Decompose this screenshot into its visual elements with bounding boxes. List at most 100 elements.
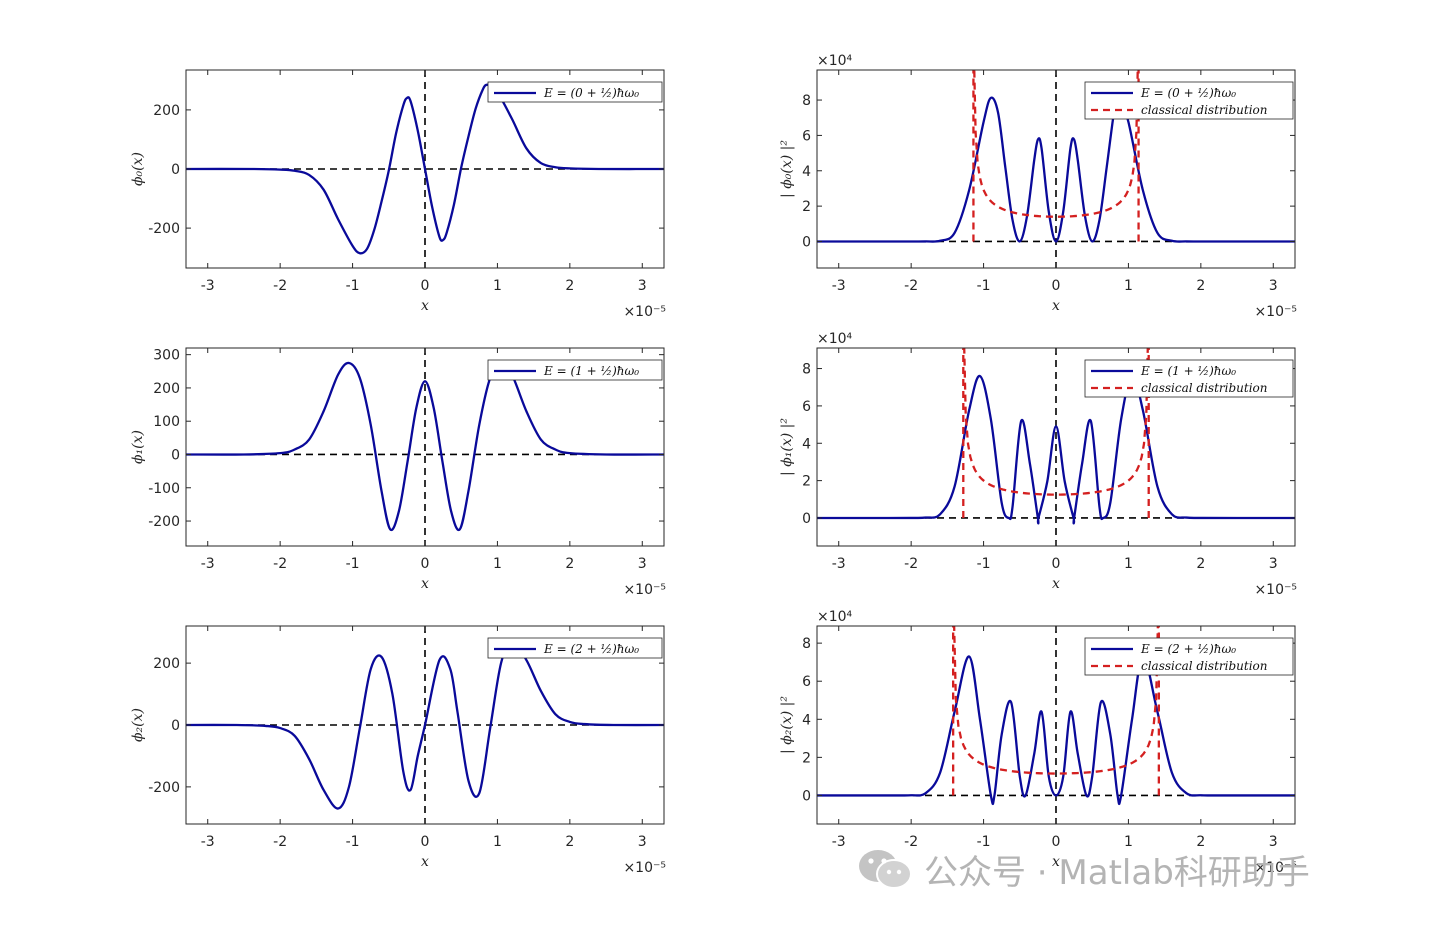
legend-entry: E = (1 + ½)ħω₀ — [1140, 364, 1236, 378]
legend-box — [487, 637, 663, 659]
x-tick-label: -2 — [904, 278, 918, 294]
x-tick-label: 2 — [1196, 556, 1205, 572]
y-tick-label: 8 — [802, 93, 811, 109]
x-multiplier: ×10⁻⁵ — [623, 860, 666, 876]
x-axis-label: x — [1052, 854, 1060, 870]
panel-phi0sq: -3 -2 -1 0 1 2 3 0 2 4 6 8 x | ϕ₀(x) |² ×10⁻⁵ ×10⁴ E = (… — [779, 53, 1297, 320]
x-tick-label: 3 — [1269, 278, 1278, 294]
x-tick-label: -2 — [273, 278, 287, 294]
x-multiplier: ×10⁻⁵ — [1254, 304, 1297, 320]
x-tick-label: 2 — [1196, 278, 1205, 294]
y-tick-label: -200 — [148, 780, 180, 796]
watermark-text: 公众号 · Matlab科研助手 — [924, 852, 1310, 893]
x-tick-label: 3 — [1269, 834, 1278, 850]
x-tick-label: -3 — [201, 556, 215, 572]
y-tick-label: 300 — [153, 348, 180, 364]
legend-entry: E = (2 + ½)ħω₀ — [543, 642, 639, 656]
y-tick-label: 2 — [802, 474, 811, 490]
x-tick-label: 1 — [1124, 834, 1133, 850]
y-tick-label: 0 — [802, 788, 811, 804]
x-axis-label: x — [421, 298, 429, 314]
x-tick-label: 0 — [421, 278, 430, 294]
y-tick-label: 200 — [153, 656, 180, 672]
panel-phi1: -3 -2 -1 0 1 2 3 -200 -100 0 100 200 300 x ϕ₁(x) ×10⁻⁵ E… — [130, 347, 666, 598]
x-tick-label: 3 — [638, 834, 647, 850]
y-tick-label: 0 — [171, 162, 180, 178]
y-axis-label: | ϕ₀(x) |² — [779, 140, 795, 198]
x-tick-label: -1 — [977, 556, 991, 572]
y-tick-label: 4 — [802, 164, 811, 180]
y-multiplier: ×10⁴ — [817, 609, 853, 625]
legend: E = (0 + ½)ħω₀ — [487, 81, 663, 103]
y-axis-label: | ϕ₂(x) |² — [779, 696, 795, 754]
y-tick-label: 0 — [171, 447, 180, 463]
y-tick-label: 4 — [802, 712, 811, 728]
x-tick-label: 3 — [638, 278, 647, 294]
x-tick-label: -2 — [273, 834, 287, 850]
legend-entry: classical distribution — [1141, 659, 1268, 673]
y-tick-label: 100 — [153, 414, 180, 430]
panel-phi2sq: -3 -2 -1 0 1 2 3 0 2 4 6 8 x | ϕ₂(x) |² ×10⁻⁵ ×10⁴ E = (… — [779, 609, 1297, 876]
y-tick-label: 0 — [171, 718, 180, 734]
y-tick-label: 6 — [802, 399, 811, 415]
x-tick-label: 1 — [493, 278, 502, 294]
y-tick-label: -200 — [148, 514, 180, 530]
legend: E = (2 + ½)ħω₀ classical distribution — [1084, 637, 1294, 676]
x-tick-label: -3 — [201, 834, 215, 850]
x-tick-label: -3 — [201, 278, 215, 294]
wave-line-phi0 — [186, 83, 664, 255]
y-tick-label: 8 — [802, 636, 811, 652]
y-tick-label: 6 — [802, 128, 811, 144]
x-tick-label: 0 — [421, 556, 430, 572]
x-tick-label: -2 — [273, 556, 287, 572]
y-axis-label: ϕ₀(x) — [130, 152, 146, 186]
x-tick-label: 3 — [1269, 556, 1278, 572]
x-tick-label: 2 — [565, 278, 574, 294]
wave-line-phi2 — [186, 640, 664, 810]
x-tick-label: 2 — [565, 834, 574, 850]
y-tick-label: -200 — [148, 221, 180, 237]
legend-box — [1084, 81, 1294, 120]
classical-curve-phi2sq — [952, 626, 1160, 775]
x-tick-label: -1 — [346, 278, 360, 294]
panel-phi0: -3 -2 -1 0 1 2 3 -200 0 200 x ϕ₀(x) ×10⁻⁵ E = (0 + ½)… — [130, 69, 666, 320]
x-tick-label: -1 — [977, 278, 991, 294]
panel-phi2: -3 -2 -1 0 1 2 3 -200 0 200 x ϕ₂(x) ×10⁻⁵ E = (2 + ½)… — [130, 625, 666, 876]
wave-line-phi2sq — [817, 655, 1295, 806]
y-axis-label: ϕ₂(x) — [130, 708, 146, 742]
classical-curve-phi0sq — [973, 70, 1139, 218]
x-tick-label: 0 — [1052, 834, 1061, 850]
x-multiplier: ×10⁻⁵ — [623, 304, 666, 320]
legend-entry: E = (0 + ½)ħω₀ — [1140, 86, 1236, 100]
y-tick-label: 200 — [153, 381, 180, 397]
legend-box — [1084, 637, 1294, 676]
x-tick-label: 1 — [493, 556, 502, 572]
x-tick-label: -3 — [832, 834, 846, 850]
x-tick-label: 0 — [421, 834, 430, 850]
y-multiplier: ×10⁴ — [817, 331, 853, 347]
legend: E = (2 + ½)ħω₀ — [487, 637, 663, 659]
y-tick-label: 0 — [802, 234, 811, 250]
legend-entry: classical distribution — [1141, 381, 1268, 395]
y-tick-label: 2 — [802, 199, 811, 215]
x-tick-label: 0 — [1052, 556, 1061, 572]
x-tick-label: 1 — [493, 834, 502, 850]
x-axis-label: x — [1052, 576, 1060, 592]
wechat-icon — [859, 850, 912, 889]
x-tick-label: 1 — [1124, 278, 1133, 294]
x-tick-label: 0 — [1052, 278, 1061, 294]
x-tick-label: -1 — [346, 556, 360, 572]
y-tick-label: 0 — [802, 511, 811, 527]
x-tick-label: 2 — [1196, 834, 1205, 850]
panel-phi1sq: -3 -2 -1 0 1 2 3 0 2 4 6 8 x | ϕ₁(x) |² ×10⁻⁵ ×10⁴ E = (… — [779, 331, 1297, 598]
x-multiplier: ×10⁻⁵ — [1254, 860, 1297, 876]
y-tick-label: 200 — [153, 103, 180, 119]
x-tick-label: -3 — [832, 278, 846, 294]
wave-line-phi1 — [186, 361, 664, 532]
x-tick-label: 2 — [565, 556, 574, 572]
legend-entry: classical distribution — [1141, 103, 1268, 117]
x-multiplier: ×10⁻⁵ — [623, 582, 666, 598]
legend: E = (1 + ½)ħω₀ classical distribution — [1084, 359, 1294, 398]
legend: E = (0 + ½)ħω₀ classical distribution — [1084, 81, 1294, 120]
x-tick-label: -2 — [904, 556, 918, 572]
